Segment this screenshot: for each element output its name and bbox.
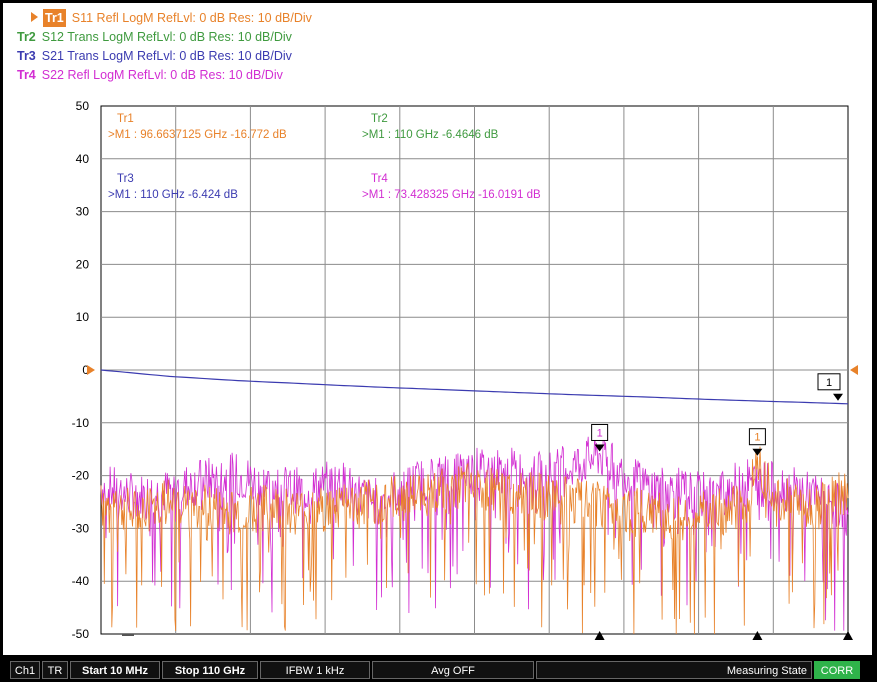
measuring-state: Measuring State <box>536 661 812 679</box>
marker-triangle-icon[interactable] <box>833 393 843 401</box>
ifbw-setting[interactable]: IFBW 1 kHz <box>260 661 370 679</box>
trace-header-tr3[interactable]: Tr3 S21 Trans LogM RefLvl: 0 dB Res: 10 d… <box>17 47 292 65</box>
marker-label-text[interactable]: 1 <box>754 432 760 444</box>
marker-triangle-icon[interactable] <box>752 448 763 456</box>
marker-position-icon[interactable] <box>752 631 763 640</box>
measurement-plot[interactable]: 50 40 30 20 10 0 -10 -20 -30 -40 -50 1 1 1 Tr1 >M1 : 96… <box>0 0 877 658</box>
y-tick-label: 0 <box>82 363 89 377</box>
y-tick-label: -20 <box>72 469 90 483</box>
trace-header-tr2[interactable]: Tr2 S12 Trans LogM RefLvl: 0 dB Res: 10 d… <box>17 28 292 46</box>
marker-readout-trace: Tr3 <box>117 173 134 185</box>
marker-triangle-icon[interactable] <box>594 444 605 452</box>
marker-label-box[interactable] <box>817 373 841 391</box>
marker-label-box[interactable] <box>748 428 766 446</box>
marker-label-text[interactable]: 1 <box>597 427 603 439</box>
marker-readout-trace: Tr1 <box>117 113 134 125</box>
marker-readout-value: >M1 : 96.6637125 GHz -16.772 dB <box>108 129 287 141</box>
marker-readout-value: >M1 : 110 GHz -6.4646 dB <box>362 129 499 141</box>
channel-indicator[interactable]: Ch1 <box>10 661 40 679</box>
trace-tr1 <box>100 446 849 635</box>
averaging-setting[interactable]: Avg OFF <box>372 661 534 679</box>
y-tick-label: -30 <box>72 521 90 535</box>
correction-badge[interactable]: CORR <box>814 661 860 679</box>
marker-readout-trace: Tr2 <box>371 113 388 125</box>
stop-frequency[interactable]: Stop 110 GHz <box>162 661 258 679</box>
marker-position-icon[interactable] <box>594 631 605 640</box>
marker-readout-trace: Tr4 <box>371 173 388 185</box>
y-tick-label: -10 <box>72 416 90 430</box>
marker-position-icon[interactable] <box>843 631 853 640</box>
y-tick-label: -50 <box>72 627 90 641</box>
trace-description: S11 Refl LogM RefLvl: 0 dB Res: 10 dB/Di… <box>71 11 312 25</box>
y-tick-label: 20 <box>76 257 90 271</box>
active-trace-arrow-icon <box>31 12 38 22</box>
trace-tag: Tr2 <box>17 30 36 44</box>
trace-description: S22 Refl LogM RefLvl: 0 dB Res: 10 dB/Di… <box>41 68 283 82</box>
y-tick-label: 10 <box>76 310 90 324</box>
y-tick-label: 40 <box>76 152 90 166</box>
trace-tag: Tr1 <box>43 9 66 27</box>
y-tick-label: 50 <box>76 99 90 113</box>
status-bar: Ch1 TR Start 10 MHz Stop 110 GHz IFBW 1 … <box>0 658 877 682</box>
marker-readout-value: >M1 : 110 GHz -6.424 dB <box>108 189 238 201</box>
trace-description: S21 Trans LogM RefLvl: 0 dB Res: 10 dB/D… <box>41 49 292 63</box>
trace-tag: Tr3 <box>17 49 36 63</box>
analyzer-screen: Tr1 S11 Refl LogM RefLvl: 0 dB Res: 10 dB… <box>3 3 872 655</box>
trace-tr3 <box>100 369 849 405</box>
trace-tag: Tr4 <box>17 68 36 82</box>
marker-label-text[interactable]: 1 <box>826 377 832 389</box>
reference-level-right-icon[interactable] <box>850 365 858 375</box>
reference-level-left-icon[interactable] <box>87 365 95 375</box>
trace-description: S12 Trans LogM RefLvl: 0 dB Res: 10 dB/D… <box>41 30 292 44</box>
trace-indicator[interactable]: TR <box>42 661 68 679</box>
y-tick-label: -40 <box>72 574 90 588</box>
start-frequency[interactable]: Start 10 MHz <box>70 661 160 679</box>
marker-readout-value: >M1 : 73.428325 GHz -16.0191 dB <box>362 189 541 201</box>
trace-header-tr1[interactable]: Tr1 S11 Refl LogM RefLvl: 0 dB Res: 10 dB… <box>43 9 312 27</box>
marker-label-box[interactable] <box>591 423 609 441</box>
y-tick-label: 30 <box>76 205 90 219</box>
trace-header-tr4[interactable]: Tr4 S22 Refl LogM RefLvl: 0 dB Res: 10 dB… <box>17 66 283 84</box>
